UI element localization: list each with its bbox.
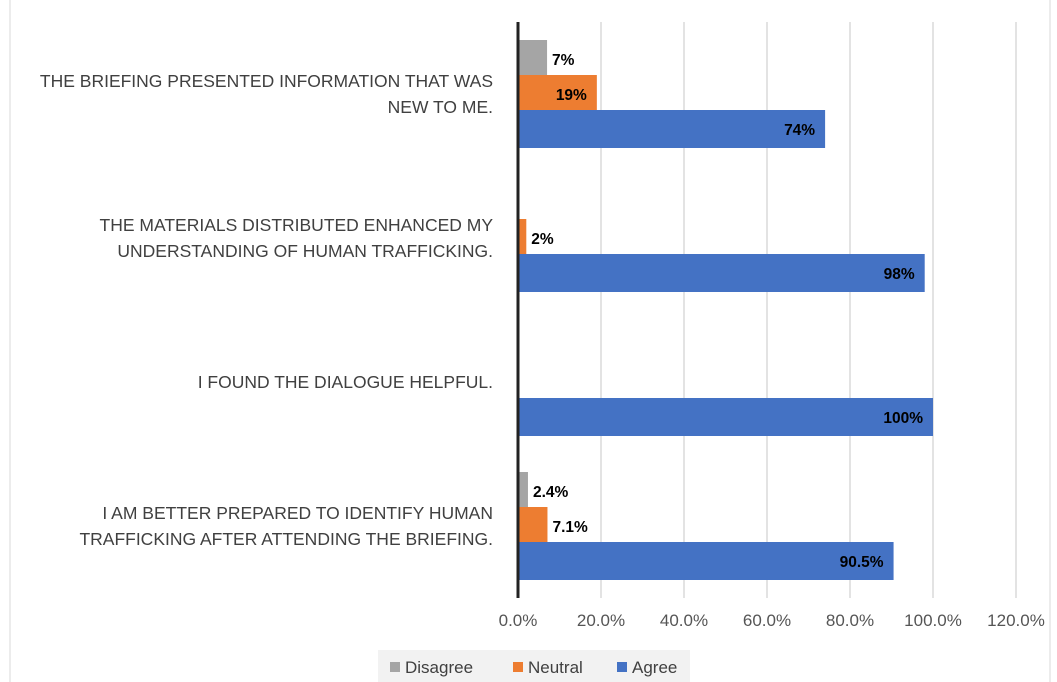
data-label: 90.5% bbox=[840, 554, 884, 571]
legend-label-agree: Agree bbox=[632, 658, 677, 677]
legend-label-disagree: Disagree bbox=[405, 658, 473, 677]
data-labels: 7% 19% 74% 2% 98% 100% 2.4% 7.1% 90.5% bbox=[531, 52, 923, 571]
category-label: I FOUND THE DIALOGUE HELPFUL. bbox=[198, 372, 493, 392]
gridlines bbox=[600, 22, 1017, 598]
bar-neutral bbox=[518, 75, 597, 113]
data-label: 74% bbox=[784, 122, 815, 139]
data-label: 2.4% bbox=[533, 484, 569, 501]
x-tick-label: 40.0% bbox=[660, 611, 708, 630]
legend: Disagree Neutral Agree bbox=[378, 650, 690, 682]
x-tick-labels: 0.0% 20.0% 40.0% 60.0% 80.0% 100.0% 120.0% bbox=[499, 611, 1045, 630]
legend-label-neutral: Neutral bbox=[528, 658, 583, 677]
bar-disagree bbox=[518, 472, 528, 510]
x-tick-label: 120.0% bbox=[987, 611, 1045, 630]
bar-neutral bbox=[518, 507, 548, 545]
x-tick-label: 60.0% bbox=[743, 611, 791, 630]
x-tick-label: 0.0% bbox=[499, 611, 538, 630]
data-label: 100% bbox=[883, 410, 923, 427]
category-label: NEW TO ME. bbox=[388, 97, 493, 117]
category-label: TRAFFICKING AFTER ATTENDING THE BRIEFING… bbox=[79, 529, 493, 549]
x-tick-label: 100.0% bbox=[904, 611, 962, 630]
bars bbox=[518, 40, 933, 580]
bar-neutral bbox=[518, 219, 527, 257]
bar-agree bbox=[518, 254, 925, 292]
x-tick-label: 80.0% bbox=[826, 611, 874, 630]
data-label: 2% bbox=[531, 231, 554, 248]
bar-agree bbox=[518, 542, 894, 580]
legend-swatch-disagree bbox=[390, 662, 400, 672]
data-label: 98% bbox=[884, 266, 915, 283]
legend-swatch-neutral bbox=[513, 662, 523, 672]
bar-agree bbox=[518, 110, 826, 148]
category-label: I AM BETTER PREPARED TO IDENTIFY HUMAN bbox=[102, 503, 493, 523]
category-label: THE BRIEFING PRESENTED INFORMATION THAT … bbox=[40, 71, 493, 91]
category-label: UNDERSTANDING OF HUMAN TRAFFICKING. bbox=[117, 241, 493, 261]
x-tick-label: 20.0% bbox=[577, 611, 625, 630]
data-label: 7% bbox=[552, 52, 575, 69]
category-labels: THE BRIEFING PRESENTED INFORMATION THAT … bbox=[40, 71, 493, 549]
legend-background bbox=[378, 650, 690, 682]
data-label: 7.1% bbox=[552, 519, 588, 536]
data-label: 19% bbox=[556, 87, 587, 104]
bar-agree bbox=[518, 398, 933, 436]
bar-disagree bbox=[518, 40, 548, 78]
legend-swatch-agree bbox=[617, 662, 627, 672]
category-label: THE MATERIALS DISTRIBUTED ENHANCED MY bbox=[100, 215, 494, 235]
